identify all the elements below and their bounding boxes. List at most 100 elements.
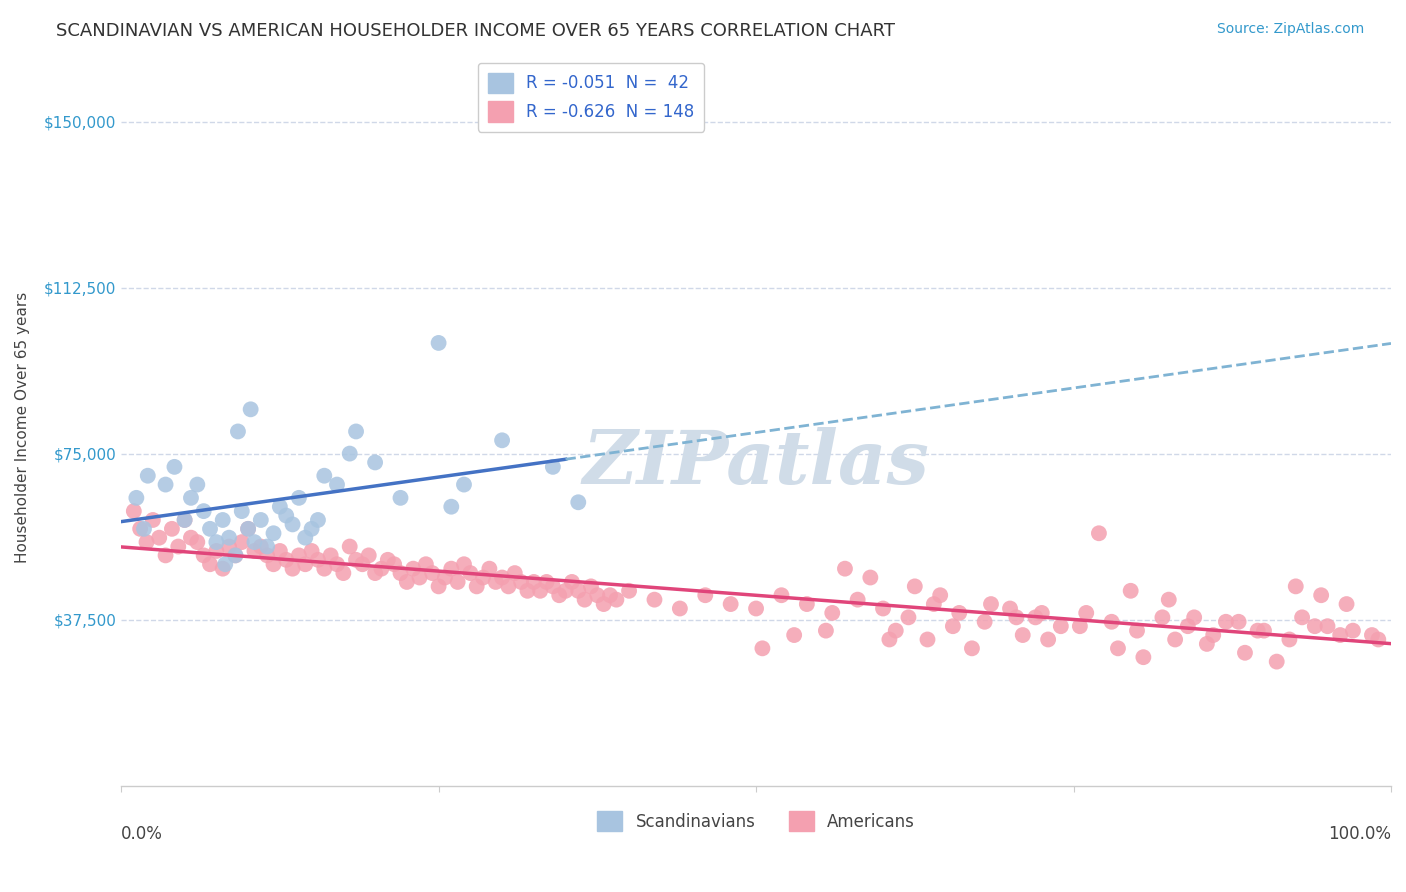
Point: [491, 434, 513, 448]
Point: [339, 540, 361, 554]
Point: [173, 513, 195, 527]
Point: [879, 632, 901, 647]
Point: [922, 597, 945, 611]
Point: [1132, 650, 1154, 665]
Point: [453, 558, 475, 572]
Point: [567, 495, 589, 509]
Point: [523, 574, 546, 589]
Point: [377, 553, 399, 567]
Point: [236, 522, 259, 536]
Point: [389, 566, 412, 580]
Point: [211, 562, 233, 576]
Point: [243, 535, 266, 549]
Point: [1011, 628, 1033, 642]
Point: [834, 562, 856, 576]
Point: [173, 513, 195, 527]
Point: [198, 522, 221, 536]
Point: [529, 583, 551, 598]
Point: [163, 459, 186, 474]
Point: [872, 601, 894, 615]
Point: [1152, 610, 1174, 624]
Point: [567, 583, 589, 598]
Point: [129, 522, 152, 536]
Point: [1050, 619, 1073, 633]
Point: [370, 562, 392, 576]
Point: [281, 517, 304, 532]
Point: [167, 540, 190, 554]
Point: [226, 425, 249, 439]
Point: [745, 601, 768, 615]
Point: [211, 513, 233, 527]
Point: [1316, 619, 1339, 633]
Point: [269, 500, 291, 514]
Point: [276, 553, 298, 567]
Text: SCANDINAVIAN VS AMERICAN HOUSEHOLDER INCOME OVER 65 YEARS CORRELATION CHART: SCANDINAVIAN VS AMERICAN HOUSEHOLDER INC…: [56, 22, 896, 40]
Point: [579, 579, 602, 593]
Point: [510, 574, 533, 589]
Point: [1278, 632, 1301, 647]
Point: [1246, 624, 1268, 638]
Point: [561, 574, 583, 589]
Point: [193, 549, 215, 563]
Point: [770, 588, 793, 602]
Point: [319, 549, 342, 563]
Point: [236, 522, 259, 536]
Point: [408, 570, 430, 584]
Point: [122, 504, 145, 518]
Point: [574, 592, 596, 607]
Point: [307, 553, 329, 567]
Point: [516, 583, 538, 598]
Point: [1303, 619, 1326, 633]
Point: [344, 553, 367, 567]
Point: [586, 588, 609, 602]
Point: [218, 540, 240, 554]
Point: [751, 641, 773, 656]
Point: [472, 570, 495, 584]
Point: [446, 574, 468, 589]
Point: [1157, 592, 1180, 607]
Point: [125, 491, 148, 505]
Text: Source: ZipAtlas.com: Source: ZipAtlas.com: [1216, 22, 1364, 37]
Point: [420, 566, 443, 580]
Point: [1202, 628, 1225, 642]
Point: [1005, 610, 1028, 624]
Point: [402, 562, 425, 576]
Point: [460, 566, 482, 580]
Point: [1227, 615, 1250, 629]
Point: [1088, 526, 1111, 541]
Point: [249, 540, 271, 554]
Point: [503, 566, 526, 580]
Point: [783, 628, 806, 642]
Point: [132, 522, 155, 536]
Point: [1341, 624, 1364, 638]
Point: [148, 531, 170, 545]
Point: [1182, 610, 1205, 624]
Point: [669, 601, 692, 615]
Point: [453, 477, 475, 491]
Point: [884, 624, 907, 638]
Point: [160, 522, 183, 536]
Point: [205, 544, 228, 558]
Point: [231, 535, 253, 549]
Point: [339, 447, 361, 461]
Point: [382, 558, 405, 572]
Point: [142, 513, 165, 527]
Point: [1126, 624, 1149, 638]
Point: [294, 531, 316, 545]
Point: [214, 558, 236, 572]
Point: [554, 583, 576, 598]
Point: [695, 588, 717, 602]
Point: [186, 477, 208, 491]
Point: [846, 592, 869, 607]
Point: [720, 597, 742, 611]
Text: 0.0%: 0.0%: [121, 825, 163, 843]
Point: [536, 574, 558, 589]
Point: [314, 468, 336, 483]
Point: [256, 549, 278, 563]
Point: [288, 491, 311, 505]
Point: [1233, 646, 1256, 660]
Point: [136, 468, 159, 483]
Point: [239, 402, 262, 417]
Point: [263, 526, 285, 541]
Point: [617, 583, 640, 598]
